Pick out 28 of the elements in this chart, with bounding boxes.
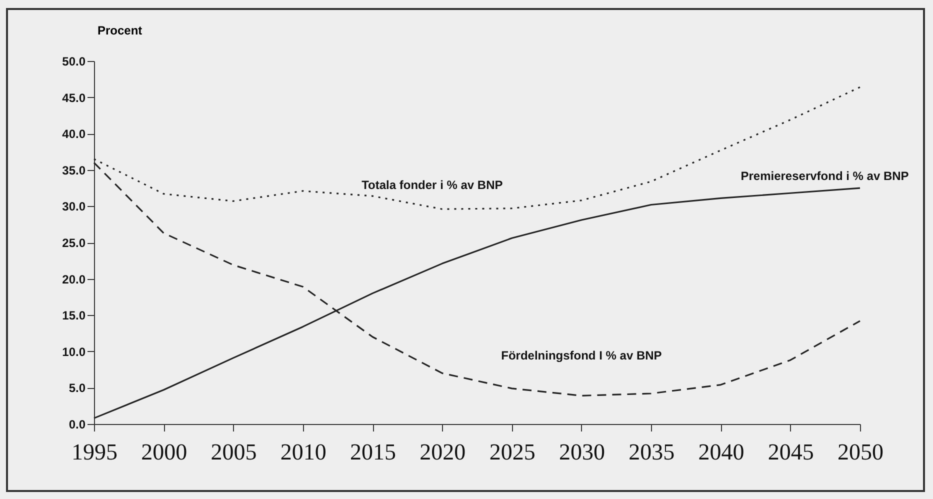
y-tick-label: 5.0 [68,381,86,396]
series-label: Premiereservfond i % av BNP [740,169,909,184]
y-tick-label: 0.0 [68,418,86,432]
x-tick-label: 2015 [350,440,396,464]
x-tick-label: 2030 [558,440,605,464]
y-tick-label: 50.0 [62,54,86,68]
x-tick-label: 2035 [628,440,675,464]
x-tick-label: 2050 [838,440,884,464]
y-tick-label: 25.0 [62,236,86,250]
y-tick-label: 45.0 [62,90,86,105]
series-label: Totala fonder i % av BNP [362,178,503,192]
line-series [93,86,861,210]
y-tick-label: 15.0 [62,308,86,323]
x-tick-label: 1995 [72,440,118,464]
x-tick-label: 2005 [210,440,257,464]
y-axis-title: Procent [98,24,142,38]
y-tick-label: 30.0 [62,200,86,214]
x-tick-label: 2025 [489,440,536,464]
y-tick-label: 40.0 [62,127,86,142]
x-tick-label: 2020 [420,440,466,464]
x-tick-label: 2040 [698,440,744,464]
x-tick-label: 2045 [768,440,814,464]
y-tick-label: 35.0 [62,163,86,178]
y-tick-label: 10.0 [62,344,86,359]
y-tick-label: 20.0 [62,272,86,286]
x-tick-label: 2000 [141,440,188,464]
x-tick-label: 2010 [280,440,326,464]
series-label: Fördelningsfond I % av BNP [501,348,662,363]
